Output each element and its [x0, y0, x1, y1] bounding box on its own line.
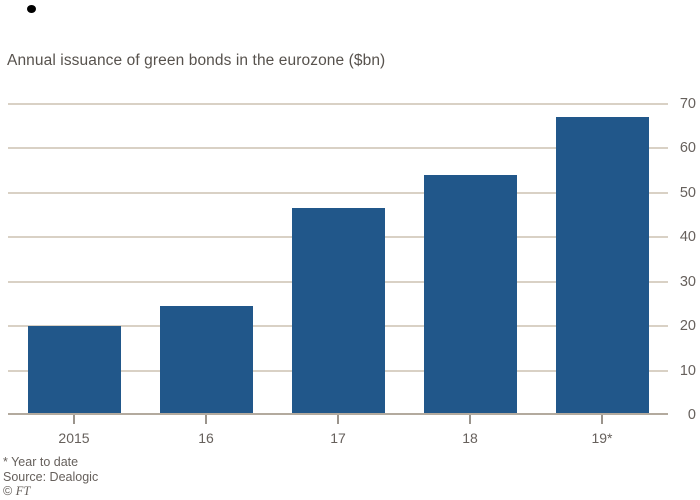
x-axis-line — [8, 413, 668, 415]
y-tick-label-60: 60 — [679, 140, 696, 157]
x-tick-16 — [205, 415, 207, 424]
ft-brand: FT — [15, 484, 31, 498]
footnote: * Year to date — [3, 455, 79, 469]
y-tick-label-20: 20 — [679, 318, 696, 335]
x-axis-slot-17: 17 — [272, 415, 404, 446]
y-axis-labels: 0 10 20 30 40 50 60 70 — [656, 0, 696, 500]
x-tick-18 — [469, 415, 471, 424]
bar-2015 — [27, 326, 121, 415]
y-tick-label-50: 50 — [679, 184, 696, 201]
bar-slot-19* — [536, 104, 668, 415]
x-tick-19* — [601, 415, 603, 424]
y-tick-label-70: 70 — [679, 96, 696, 112]
black-dot-marker — [27, 5, 36, 13]
bar-slot-18 — [404, 104, 536, 415]
x-tick-2015 — [73, 415, 75, 424]
x-axis-labels: 2015 16 17 18 19* — [8, 415, 668, 446]
bar-18 — [423, 175, 517, 415]
copyright-symbol: © — [3, 484, 13, 498]
bar-19* — [555, 117, 649, 415]
bar-17 — [291, 208, 385, 415]
x-axis-slot-16: 16 — [140, 415, 272, 446]
x-tick-17 — [337, 415, 339, 424]
gridline-50 — [8, 191, 668, 194]
bar-slot-16 — [140, 104, 272, 415]
copyright-note: © FT — [3, 484, 98, 499]
bars-layer — [8, 104, 668, 415]
x-tick-label-18: 18 — [462, 430, 478, 446]
gridline-60 — [8, 147, 668, 150]
y-tick-label-40: 40 — [679, 229, 696, 246]
gridline-70 — [8, 103, 668, 105]
x-tick-label-2015: 2015 — [58, 430, 90, 446]
source-note: Source: Dealogic — [3, 469, 99, 484]
bar-slot-17 — [272, 104, 404, 415]
x-axis-slot-2015: 2015 — [8, 415, 140, 446]
chart-footer: * Year to date Source: Dealogic © FT — [3, 455, 98, 499]
x-tick-label-19*: 19* — [591, 430, 613, 446]
y-tick-label-10: 10 — [679, 362, 696, 379]
x-tick-label-17: 17 — [330, 430, 346, 446]
y-tick-label-30: 30 — [679, 273, 696, 290]
bar-slot-2015 — [8, 104, 140, 415]
chart-title: Annual issuance of green bonds in the eu… — [7, 52, 386, 69]
x-tick-label-16: 16 — [198, 430, 214, 446]
x-axis-slot-18: 18 — [404, 415, 536, 446]
x-axis-slot-19*: 19* — [536, 415, 668, 446]
y-tick-label-0: 0 — [687, 407, 696, 423]
bar-16 — [159, 306, 253, 415]
